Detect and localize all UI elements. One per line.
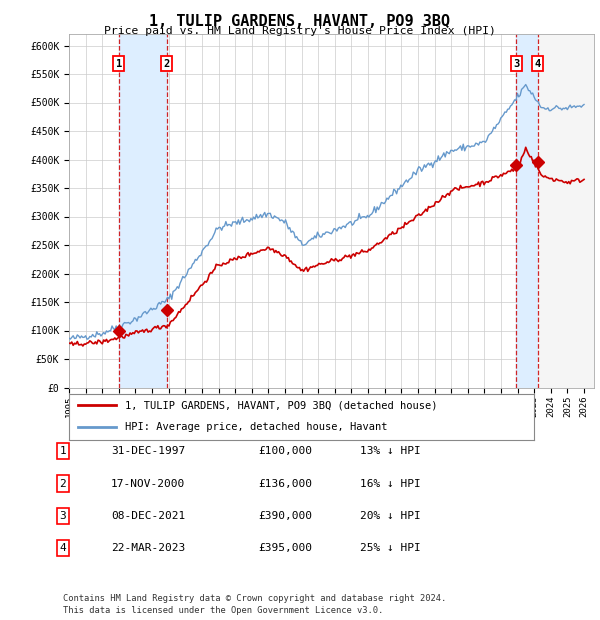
Text: 16% ↓ HPI: 16% ↓ HPI <box>360 479 421 489</box>
Text: 3: 3 <box>59 511 67 521</box>
Text: 25% ↓ HPI: 25% ↓ HPI <box>360 543 421 553</box>
Text: 1, TULIP GARDENS, HAVANT, PO9 3BQ: 1, TULIP GARDENS, HAVANT, PO9 3BQ <box>149 14 451 29</box>
Text: 22-MAR-2023: 22-MAR-2023 <box>111 543 185 553</box>
Text: 08-DEC-2021: 08-DEC-2021 <box>111 511 185 521</box>
Text: £395,000: £395,000 <box>258 543 312 553</box>
Text: 2: 2 <box>59 479 67 489</box>
Text: 13% ↓ HPI: 13% ↓ HPI <box>360 446 421 456</box>
Text: £100,000: £100,000 <box>258 446 312 456</box>
Text: 4: 4 <box>535 59 541 69</box>
Text: 4: 4 <box>59 543 67 553</box>
Text: HPI: Average price, detached house, Havant: HPI: Average price, detached house, Hava… <box>125 422 388 432</box>
Text: £136,000: £136,000 <box>258 479 312 489</box>
Text: 1: 1 <box>116 59 122 69</box>
Text: £390,000: £390,000 <box>258 511 312 521</box>
Text: 20% ↓ HPI: 20% ↓ HPI <box>360 511 421 521</box>
Text: 31-DEC-1997: 31-DEC-1997 <box>111 446 185 456</box>
Text: Contains HM Land Registry data © Crown copyright and database right 2024.
This d: Contains HM Land Registry data © Crown c… <box>63 594 446 615</box>
Text: 3: 3 <box>513 59 520 69</box>
Text: 1: 1 <box>59 446 67 456</box>
Text: Price paid vs. HM Land Registry's House Price Index (HPI): Price paid vs. HM Land Registry's House … <box>104 26 496 36</box>
Bar <box>517 34 538 388</box>
Bar <box>538 34 594 388</box>
Text: 17-NOV-2000: 17-NOV-2000 <box>111 479 185 489</box>
Text: 2: 2 <box>164 59 170 69</box>
Bar <box>119 34 167 388</box>
Text: 1, TULIP GARDENS, HAVANT, PO9 3BQ (detached house): 1, TULIP GARDENS, HAVANT, PO9 3BQ (detac… <box>125 401 437 410</box>
